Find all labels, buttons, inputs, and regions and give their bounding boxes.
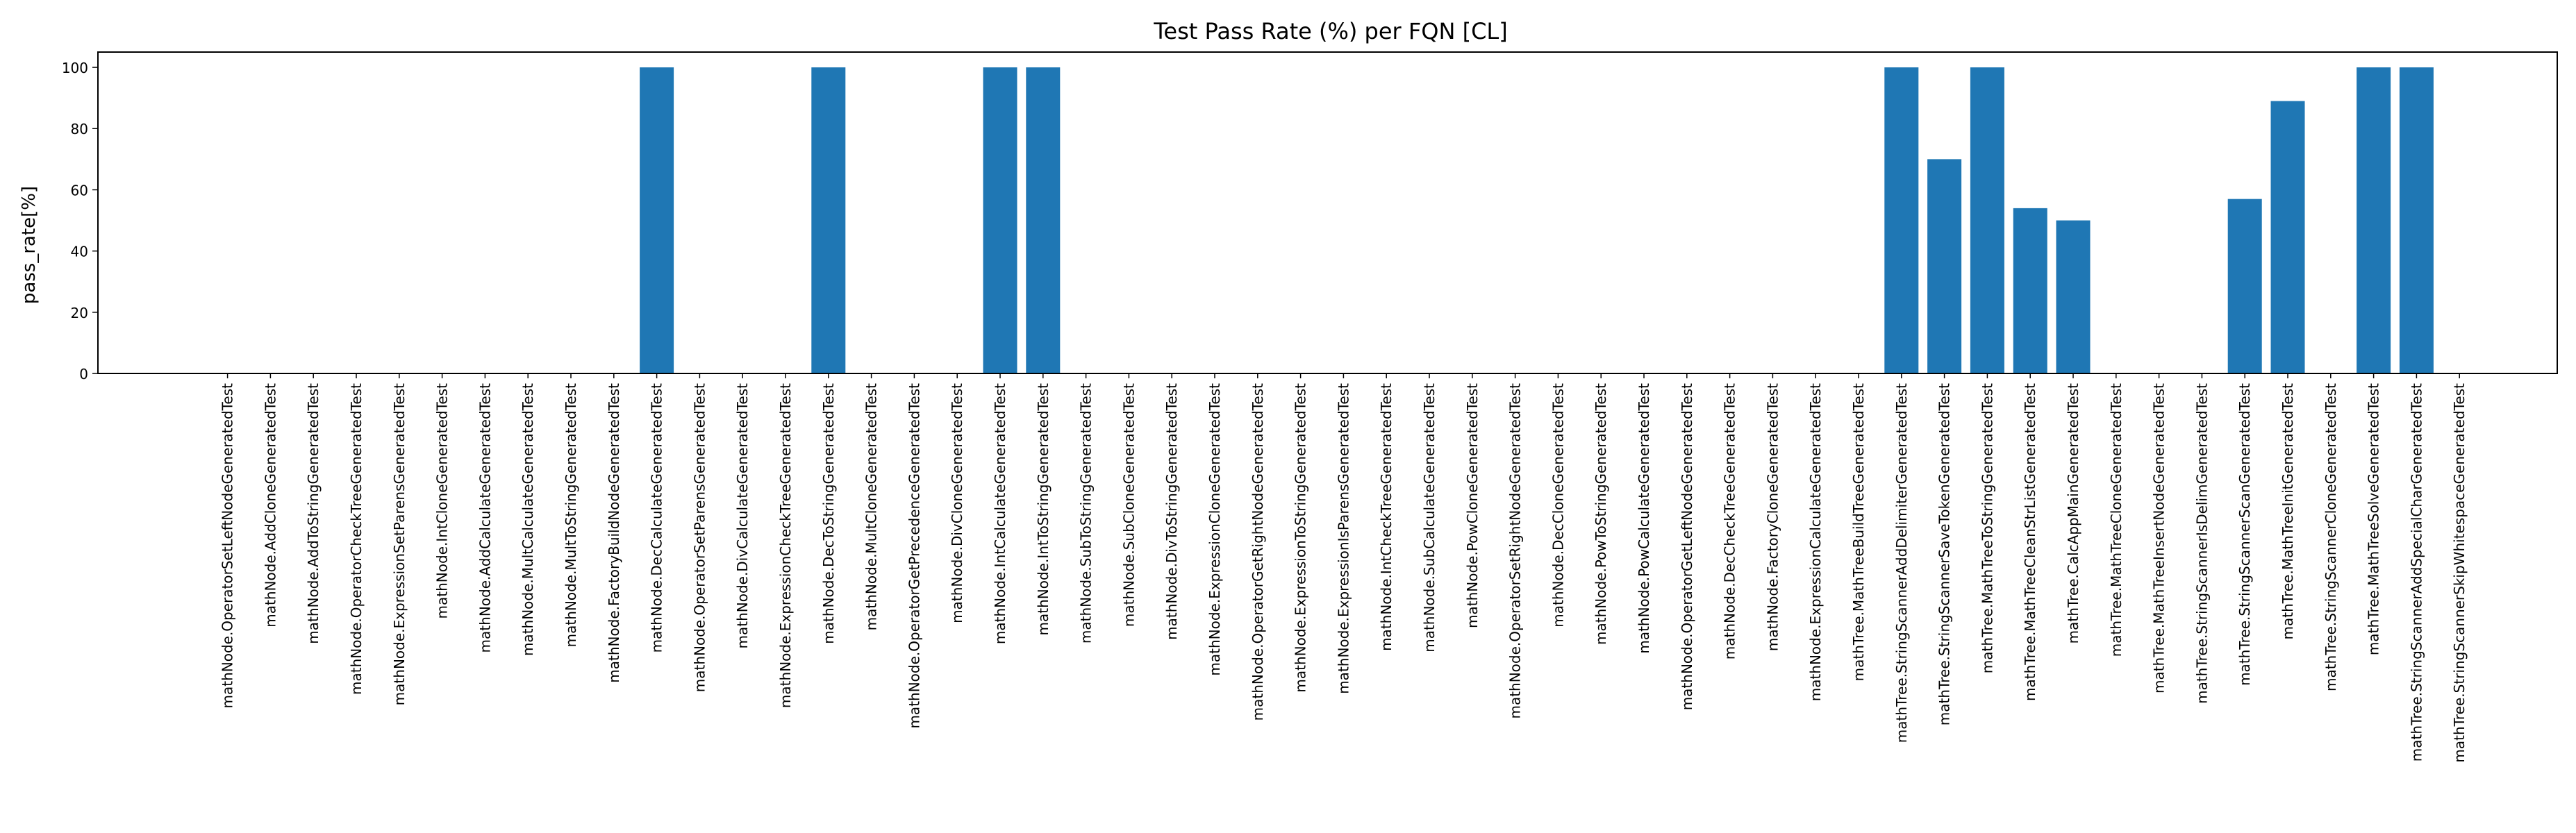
y-tick-label: 0 xyxy=(79,366,88,382)
x-tick-label: mathNode.IntCheckTreeGeneratedTest xyxy=(1378,383,1395,651)
x-tick-label: mathNode.SubCalculateGeneratedTest xyxy=(1421,383,1438,653)
x-tick-label: mathTree.CalcAppMainGeneratedTest xyxy=(2065,383,2081,644)
x-tick-label: mathNode.SubToStringGeneratedTest xyxy=(1078,383,1095,643)
x-tick-label: mathNode.OperatorCheckTreeGeneratedTest xyxy=(348,383,365,695)
x-tick-label: mathTree.MathTreeSolveGeneratedTest xyxy=(2366,383,2382,655)
x-tick-label: mathTree.StringScannerIsDelimGeneratedTe… xyxy=(2193,383,2210,704)
x-tick-label: mathNode.FactoryCloneGeneratedTest xyxy=(1764,383,1781,651)
x-tick-label: mathNode.ExpressionToStringGeneratedTest xyxy=(1293,383,1309,693)
x-tick-label: mathNode.DivToStringGeneratedTest xyxy=(1163,383,1180,640)
bar xyxy=(1970,67,2004,374)
x-tick-label: mathNode.OperatorSetRightNodeGeneratedTe… xyxy=(1507,383,1524,719)
bar xyxy=(2056,220,2091,373)
x-tick-label: mathTree.StringScannerCloneGeneratedTest xyxy=(2322,383,2339,691)
x-tick-label: mathNode.IntToStringGeneratedTest xyxy=(1035,383,1052,636)
x-tick-label: mathNode.PowToStringGeneratedTest xyxy=(1593,383,1609,645)
bar xyxy=(1927,159,1962,373)
x-tick-label: mathNode.DivCalculateGeneratedTest xyxy=(734,383,751,649)
x-tick-label: mathNode.DecCalculateGeneratedTest xyxy=(649,383,665,653)
x-tick-label: mathNode.MultCloneGeneratedTest xyxy=(863,383,880,631)
x-tick-label: mathNode.FactoryBuildNodeGeneratedTest xyxy=(606,383,622,683)
y-tick-label: 20 xyxy=(71,305,88,321)
x-tick-label: mathNode.DecCloneGeneratedTest xyxy=(1549,383,1566,628)
bar xyxy=(2357,67,2391,374)
x-tick-label: mathNode.MultCalculateGeneratedTest xyxy=(520,383,536,656)
bar xyxy=(640,67,674,374)
bar xyxy=(2227,199,2262,373)
bar xyxy=(1026,67,1061,374)
x-tick-label: mathNode.DivCloneGeneratedTest xyxy=(949,383,965,623)
x-axis-ticks: mathNode.OperatorSetLeftNodeGeneratedTes… xyxy=(219,373,2468,763)
y-tick-label: 80 xyxy=(71,121,88,137)
x-tick-label: mathTree.StringScannerSkipWhitespaceGene… xyxy=(2451,383,2468,763)
x-tick-label: mathNode.OperatorGetPrecedenceGeneratedT… xyxy=(906,383,922,729)
bar xyxy=(2399,67,2434,374)
x-tick-label: mathTree.MathTreeInsertNodeGeneratedTest xyxy=(2151,383,2168,693)
bar xyxy=(983,67,1017,374)
x-tick-label: mathTree.MathTreeCleanStrListGeneratedTe… xyxy=(2022,383,2038,701)
x-tick-label: mathNode.DecToStringGeneratedTest xyxy=(820,383,837,644)
x-tick-label: mathNode.ExpressionCheckTreeGeneratedTes… xyxy=(777,383,794,708)
x-tick-label: mathNode.SubCloneGeneratedTest xyxy=(1120,383,1137,627)
y-tick-label: 60 xyxy=(71,182,88,199)
x-tick-label: mathNode.AddCalculateGeneratedTest xyxy=(476,383,493,653)
chart-title: Test Pass Rate (%) per FQN [CL] xyxy=(1153,18,1507,44)
x-tick-label: mathNode.IntCloneGeneratedTest xyxy=(434,383,451,619)
x-tick-label: mathTree.StringScannerAddSpecialCharGene… xyxy=(2408,383,2425,762)
x-tick-label: mathTree.MathTreeBuildTreeGeneratedTest xyxy=(1850,383,1867,682)
x-tick-label: mathNode.OperatorGetRightNodeGeneratedTe… xyxy=(1249,383,1266,721)
x-tick-label: mathNode.DecCheckTreeGeneratedTest xyxy=(1722,383,1738,659)
x-tick-label: mathNode.MultToStringGeneratedTest xyxy=(563,383,579,648)
x-tick-label: mathTree.MathTreeInitGeneratedTest xyxy=(2279,383,2296,640)
bar xyxy=(1884,67,1919,374)
x-tick-label: mathNode.ExpressionCloneGeneratedTest xyxy=(1206,383,1223,676)
bar xyxy=(811,67,846,374)
x-tick-label: mathTree.StringScannerAddDelimiterGenera… xyxy=(1893,383,1910,743)
y-tick-label: 100 xyxy=(62,60,88,76)
bar xyxy=(2270,101,2305,374)
x-tick-label: mathNode.OperatorSetParensGeneratedTest xyxy=(691,383,708,692)
x-tick-label: mathNode.IntCalculateGeneratedTest xyxy=(992,383,1008,644)
x-tick-label: mathNode.OperatorSetLeftNodeGeneratedTes… xyxy=(219,383,236,709)
y-axis-ticks: 0 20 40 60 80 100 xyxy=(62,60,98,382)
x-tick-label: mathNode.AddCloneGeneratedTest xyxy=(262,383,279,628)
x-tick-label: mathNode.ExpressionCalculateGeneratedTes… xyxy=(1807,383,1824,701)
x-tick-label: mathTree.MathTreeToStringGeneratedTest xyxy=(1979,383,1995,673)
x-tick-label: mathTree.StringScannerScanGeneratedTest xyxy=(2236,383,2253,686)
x-tick-label: mathNode.PowCloneGeneratedTest xyxy=(1464,383,1481,628)
bars-layer xyxy=(640,67,2434,374)
x-tick-label: mathNode.ExpressionIsParensGeneratedTest xyxy=(1335,383,1352,694)
plot-frame xyxy=(97,51,2558,374)
y-axis-label: pass_rate[%] xyxy=(19,186,40,304)
bar xyxy=(2013,208,2047,373)
x-tick-label: mathNode.ExpressionSetParensGeneratedTes… xyxy=(391,383,408,705)
x-tick-label: mathNode.AddToStringGeneratedTest xyxy=(305,383,322,644)
x-tick-label: mathNode.OperatorGetLeftNodeGeneratedTes… xyxy=(1679,383,1695,710)
x-tick-label: mathTree.StringScannerSaveTokenGenerated… xyxy=(1936,383,1953,725)
y-tick-label: 40 xyxy=(71,244,88,260)
x-tick-label: mathTree.MathTreeCloneGeneratedTest xyxy=(2108,383,2125,657)
x-tick-label: mathNode.PowCalculateGeneratedTest xyxy=(1636,383,1652,654)
